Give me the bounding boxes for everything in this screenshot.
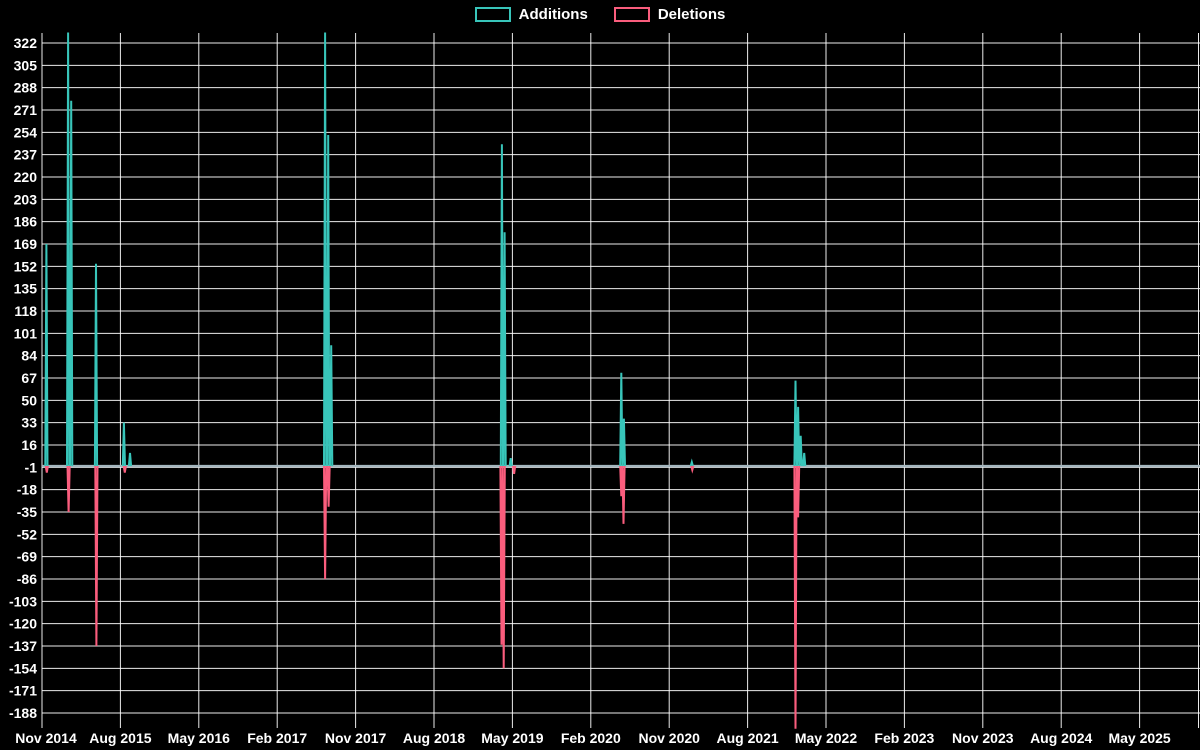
legend-label-additions: Additions — [518, 6, 588, 23]
y-tick-label: 203 — [14, 191, 38, 207]
y-tick-label: 220 — [14, 169, 38, 185]
y-tick-label: -137 — [9, 638, 37, 654]
y-tick-label: 271 — [14, 102, 38, 118]
y-tick-label: -52 — [17, 526, 37, 542]
y-tick-label: -154 — [9, 660, 37, 676]
x-tick-label: Aug 2018 — [403, 730, 465, 746]
y-tick-label: -69 — [17, 549, 37, 565]
legend-item-additions[interactable]: Additions — [474, 6, 588, 23]
y-tick-label: -35 — [17, 504, 37, 520]
x-tick-label: May 2016 — [168, 730, 230, 746]
y-tick-label: 50 — [21, 392, 37, 408]
y-tick-label: 67 — [21, 370, 37, 386]
y-tick-label: 305 — [14, 57, 38, 73]
additions-series-line — [44, 32, 807, 467]
y-tick-label: -18 — [17, 482, 37, 498]
y-tick-label: -1 — [25, 459, 38, 475]
x-tick-label: Aug 2024 — [1030, 730, 1092, 746]
y-tick-label: 101 — [14, 325, 38, 341]
x-tick-label: May 2025 — [1108, 730, 1170, 746]
deletions-series-line — [44, 465, 801, 729]
y-tick-label: 288 — [14, 80, 38, 96]
y-tick-label: 33 — [21, 415, 37, 431]
y-tick-label: 152 — [14, 258, 38, 274]
x-tick-label: May 2019 — [481, 730, 543, 746]
deletions-swatch-icon — [613, 7, 650, 22]
x-tick-label: Feb 2017 — [247, 730, 307, 746]
x-tick-label: Feb 2020 — [561, 730, 621, 746]
additions-swatch-icon — [474, 7, 511, 22]
x-tick-label: Aug 2021 — [716, 730, 778, 746]
y-tick-label: 169 — [14, 236, 38, 252]
x-tick-label: Nov 2017 — [325, 730, 387, 746]
y-tick-label: 254 — [14, 124, 38, 140]
y-tick-label: 237 — [14, 147, 38, 163]
y-tick-label: -171 — [9, 683, 37, 699]
x-tick-label: Aug 2015 — [89, 730, 151, 746]
y-tick-label: 322 — [14, 35, 38, 51]
x-tick-label: May 2022 — [795, 730, 857, 746]
y-tick-label: 118 — [14, 303, 37, 319]
y-tick-label: -188 — [9, 705, 37, 721]
x-tick-label: Nov 2023 — [952, 730, 1014, 746]
y-tick-label: -120 — [9, 616, 37, 632]
y-tick-label: 186 — [14, 214, 38, 230]
x-tick-label: Nov 2014 — [15, 730, 77, 746]
y-tick-label: 16 — [21, 437, 37, 453]
chart-legend: Additions Deletions — [0, 7, 1200, 22]
x-tick-label: Feb 2023 — [874, 730, 934, 746]
x-tick-label: Nov 2020 — [638, 730, 700, 746]
y-tick-label: -86 — [17, 571, 37, 587]
legend-label-deletions: Deletions — [657, 6, 726, 23]
y-tick-label: -103 — [9, 593, 37, 609]
y-tick-label: 84 — [21, 348, 37, 364]
legend-item-deletions[interactable]: Deletions — [613, 6, 726, 23]
y-tick-label: 135 — [14, 281, 38, 297]
